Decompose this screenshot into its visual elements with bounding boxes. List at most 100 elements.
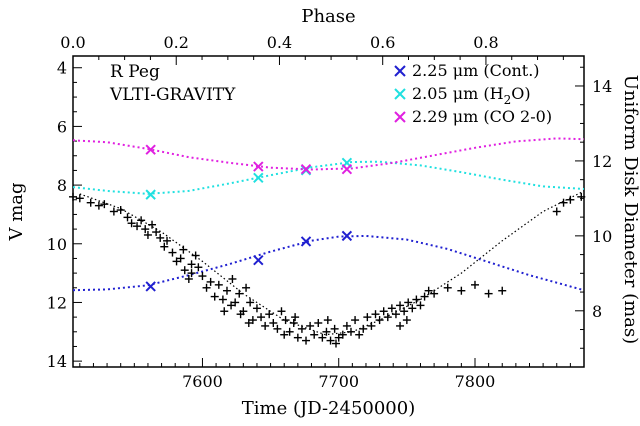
lightcurve-point (470, 280, 479, 289)
axis-ticks: 7600 7700 7800 0.0 0.2 0.4 0.6 0.8 4 6 8 10 12 14 8 10 1… (47, 33, 613, 391)
top-tick-label: 0.8 (473, 33, 498, 52)
lightcurve-point (420, 292, 429, 301)
lightcurve-point (137, 216, 146, 225)
lightcurve-point (359, 324, 368, 333)
lightcurve-point (277, 307, 286, 316)
y-tick-label: 4 (57, 59, 67, 78)
series-point-2 (341, 163, 353, 175)
lightcurve-point (293, 333, 302, 342)
lightcurve-point (314, 318, 323, 327)
lightcurve-point (206, 277, 215, 286)
series-point-0 (341, 230, 353, 242)
right-axis-label: Uniform Disk Diameter (mas) (620, 75, 640, 344)
annotation-star-name: R Peg (110, 62, 160, 82)
legend-marker (394, 111, 406, 123)
lightcurve-point (231, 298, 240, 307)
right-tick-label: 12 (592, 152, 612, 171)
lightcurve-point (334, 333, 343, 342)
lightcurve-point (375, 316, 384, 325)
lightcurve-point (265, 310, 274, 319)
lightcurve-point (408, 304, 417, 313)
lightcurve-point (269, 318, 278, 327)
legend: 2.25 μm (Cont.) 2.05 μm (H2O)2.29 μm (CO … (394, 61, 552, 126)
lightcurve-point (246, 298, 255, 307)
lightcurve-point (342, 321, 351, 330)
lightcurve-point (457, 286, 466, 295)
legend-item-0: 2.25 μm (Cont.) (394, 61, 540, 80)
fit-line-series-2 (73, 137, 584, 171)
y-axis-label: V mag (6, 182, 27, 241)
lightcurve-point (289, 318, 298, 327)
lightcurve-point (552, 207, 561, 216)
lightcurve-point (143, 230, 152, 239)
lightcurve-point (172, 257, 181, 266)
lightcurve-points (69, 192, 586, 348)
top-axis-label: Phase (301, 6, 355, 27)
lightcurve-point (402, 316, 411, 325)
lightcurve-point (176, 254, 185, 263)
lightcurve-point (404, 298, 413, 307)
plot-frame (72, 55, 585, 368)
fit-lines (73, 137, 584, 336)
lightcurve-point (371, 310, 380, 319)
x-tick-label: 7700 (318, 372, 359, 391)
lightcurve-point (179, 245, 188, 254)
lightcurve-point (94, 201, 103, 210)
legend-item-2: 2.29 μm (CO 2-0) (394, 107, 552, 126)
lightcurve-point (577, 192, 586, 201)
lightcurve-point (331, 339, 340, 348)
lightcurve-point (133, 222, 142, 231)
series-point-1 (145, 189, 156, 200)
lightcurve-point (285, 327, 294, 336)
series-point-2 (253, 161, 264, 172)
lightcurve-point (498, 286, 507, 295)
lightcurve-point (291, 313, 300, 322)
lightcurve-point (194, 263, 203, 272)
lightcurve-point (416, 301, 425, 310)
lightcurve-point (227, 301, 236, 310)
y-tick-label: 8 (57, 176, 67, 195)
lightcurve-point (180, 266, 189, 275)
y-tick-label: 12 (47, 293, 67, 312)
lightcurve-fit-line (79, 190, 584, 336)
lightcurve-point (281, 316, 290, 325)
top-tick-label: 0.6 (370, 33, 395, 52)
fit-line-series-0 (73, 234, 584, 292)
series-point-0 (253, 255, 264, 266)
lightcurve-point (280, 330, 289, 339)
lightcurve-point (141, 225, 150, 234)
top-tick-label: 0.0 (60, 33, 85, 52)
lightcurve-point (191, 251, 200, 260)
lightcurve-point (338, 330, 347, 339)
y-tick-label: 6 (57, 117, 67, 136)
y-tick-label: 10 (47, 235, 67, 254)
lightcurve-point (306, 321, 315, 330)
lightcurve-point (222, 286, 231, 295)
lightcurve-point (412, 295, 421, 304)
lightcurve-point (218, 295, 227, 304)
lightcurve-point (148, 220, 157, 229)
right-tick-label: 8 (592, 302, 602, 321)
lightcurve-point (346, 327, 355, 336)
lightcurve-point (198, 272, 207, 281)
lightcurve-point (400, 307, 409, 316)
lightcurve-point (187, 260, 196, 269)
lightcurve-point (559, 198, 568, 207)
annotation-instrument: VLTI-GRAVITY (109, 85, 236, 105)
lightcurve-point (273, 324, 282, 333)
x-tick-label: 7600 (182, 372, 223, 391)
lightcurve-point (252, 304, 261, 313)
lightcurve-point (116, 206, 125, 215)
lightcurve-point (424, 286, 433, 295)
lightcurve-point (236, 310, 245, 319)
lightcurve-point (152, 228, 161, 237)
lightcurve-point (100, 200, 109, 209)
lightcurve-point (163, 236, 172, 245)
lightcurve-point (396, 301, 405, 310)
lightcurve-point (323, 316, 332, 325)
lightcurve-point (322, 327, 331, 336)
lightcurve-point (123, 213, 132, 222)
lightcurve-point (430, 289, 439, 298)
top-tick-label: 0.4 (267, 33, 292, 52)
